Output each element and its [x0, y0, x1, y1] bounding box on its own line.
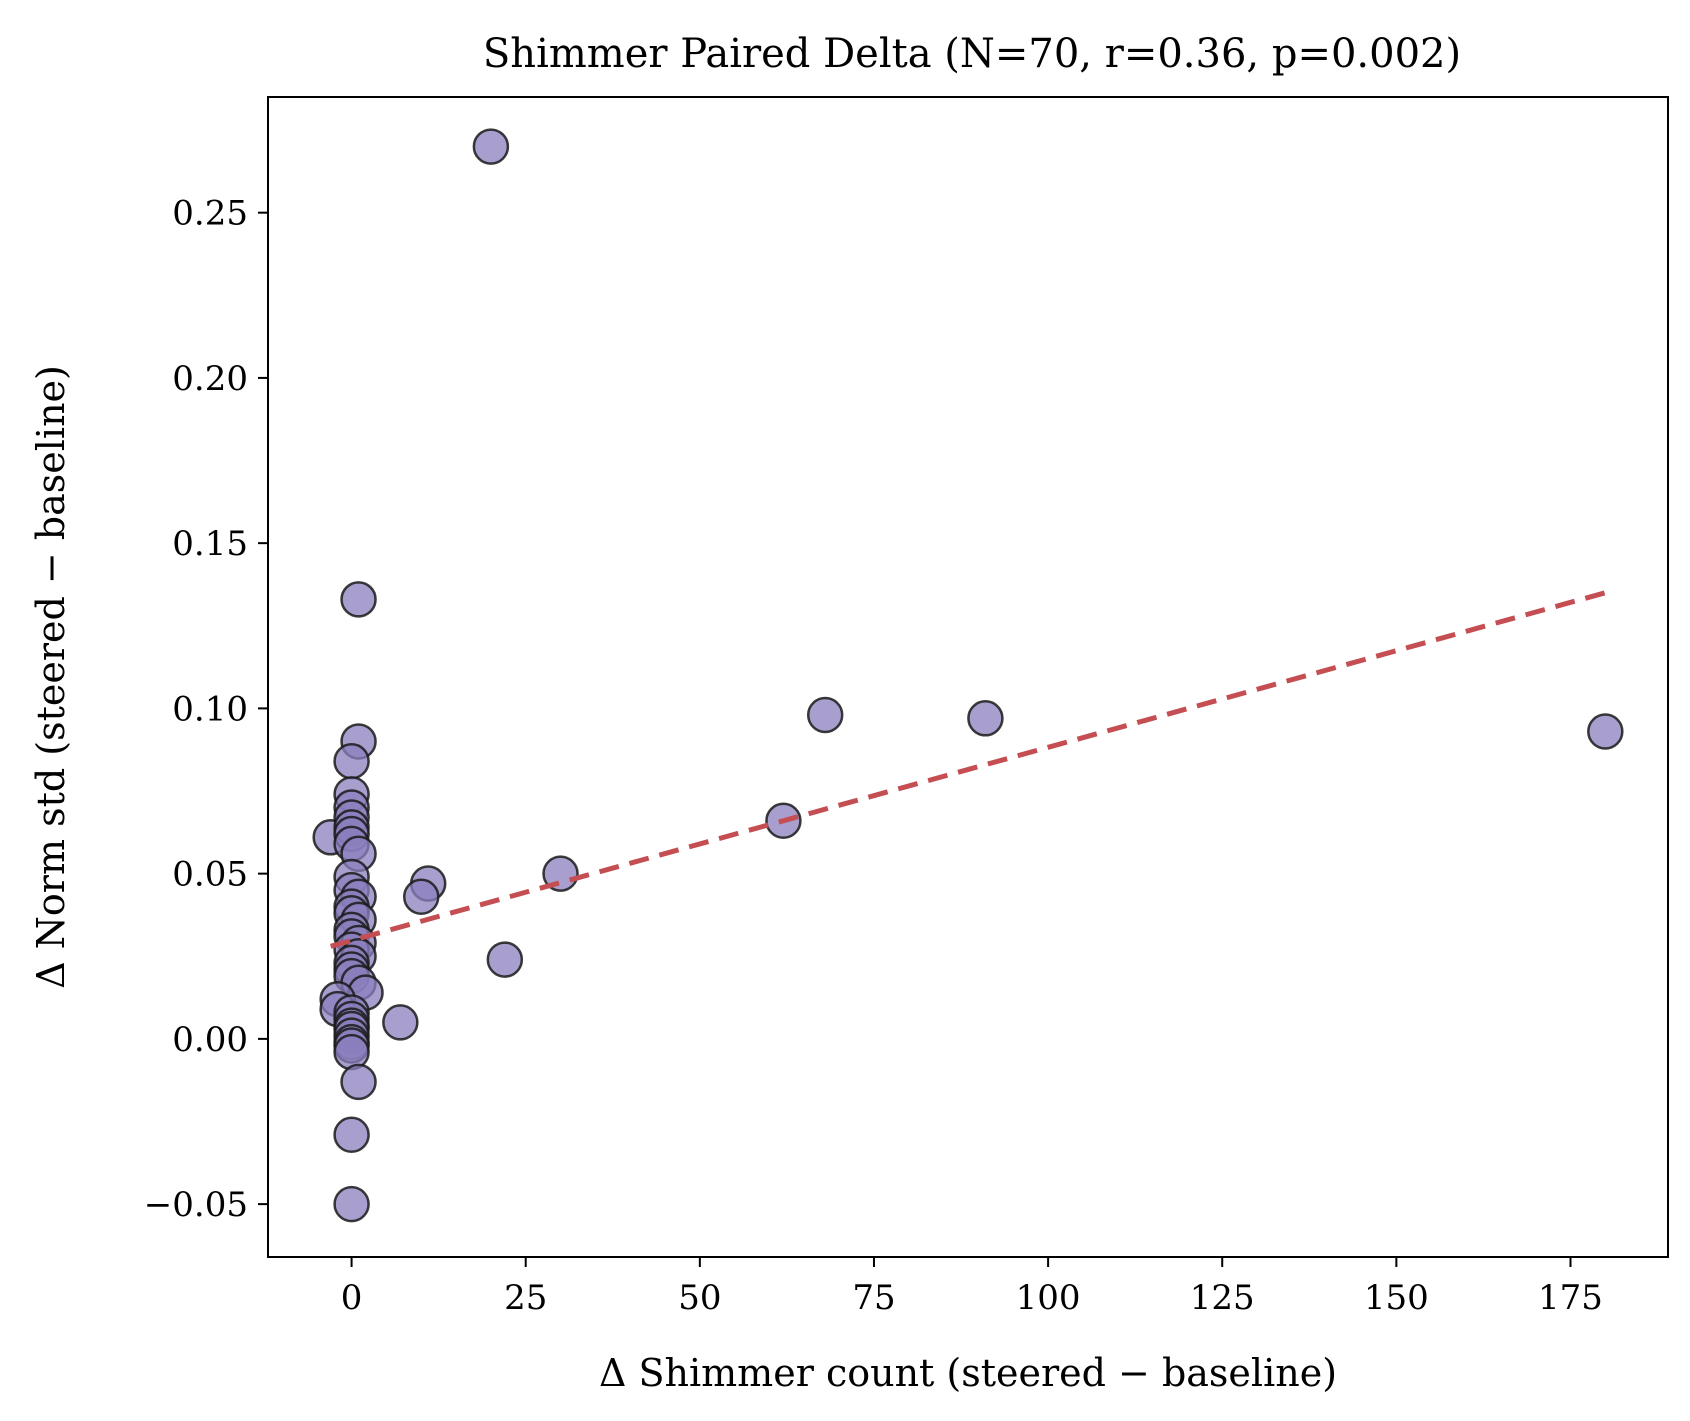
- data-point: [382, 1004, 419, 1041]
- data-point: [1587, 713, 1624, 750]
- points-layer: [312, 128, 1624, 1223]
- x-axis-ticks: 0 25 50 75 100 125 150 175: [341, 1257, 1603, 1318]
- x-tick-label: 25: [504, 1278, 547, 1318]
- fit-line: [330, 590, 1606, 949]
- y-tick-label: 0.15: [172, 524, 248, 564]
- x-tick-label: 100: [1016, 1278, 1081, 1318]
- chart-title: Shimmer Paired Delta (N=70, r=0.36, p=0.…: [483, 31, 1461, 77]
- y-tick-label: 0.20: [172, 359, 248, 399]
- x-axis-label: Δ Shimmer count (steered − baseline): [599, 1351, 1337, 1395]
- fit-layer: [330, 590, 1606, 949]
- y-tick-label: 0.05: [172, 855, 248, 895]
- y-tick-label: 0.10: [172, 689, 248, 729]
- data-point: [333, 743, 370, 780]
- data-point: [340, 1063, 377, 1101]
- x-tick-label: 0: [341, 1278, 363, 1318]
- data-point: [402, 878, 440, 916]
- y-axis-ticks: −0.05 0.00 0.05 0.10 0.15 0.20 0.25: [144, 194, 268, 1225]
- y-tick-label: −0.05: [144, 1185, 248, 1225]
- y-tick-label: 0.25: [172, 194, 248, 234]
- x-tick-label: 50: [678, 1278, 721, 1318]
- data-point: [486, 941, 524, 978]
- x-tick-label: 175: [1538, 1278, 1603, 1318]
- x-tick-label: 125: [1190, 1278, 1255, 1318]
- data-point: [542, 855, 579, 892]
- data-point: [333, 1116, 370, 1153]
- data-point: [340, 581, 377, 618]
- data-point: [333, 1033, 370, 1071]
- data-point: [333, 1185, 370, 1223]
- plot-frame: [267, 96, 1669, 1258]
- data-point: [472, 128, 510, 165]
- data-point: [806, 696, 844, 734]
- x-tick-label: 75: [852, 1278, 895, 1318]
- x-tick-label: 150: [1364, 1278, 1429, 1318]
- data-point: [967, 700, 1004, 737]
- y-tick-label: 0.00: [172, 1020, 248, 1060]
- y-axis-label: Δ Norm std (steered − baseline): [29, 365, 73, 989]
